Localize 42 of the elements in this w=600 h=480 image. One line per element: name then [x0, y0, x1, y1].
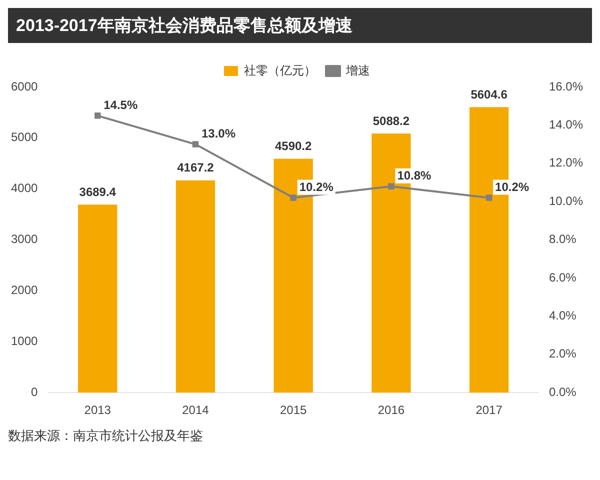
y-tick-label: 3000 [10, 232, 38, 246]
data-label: 10.8% [397, 168, 432, 183]
data-label: 14.5% [104, 98, 138, 112]
y2-tick-label: 12.0% [548, 156, 584, 170]
y2-tick-label: 16.0% [548, 79, 584, 94]
y2-tick-label: 14.0% [548, 118, 584, 132]
source-note: 数据来源：南京市统计公报及年鉴 [8, 427, 204, 445]
x-tick-label: 2014 [182, 403, 210, 418]
data-label: 13.0% [201, 126, 236, 141]
y-tick-label: 6000 [10, 79, 38, 94]
y-tick-label: 4000 [10, 181, 38, 196]
data-label: 5604.6 [470, 87, 508, 102]
legend-label: 增速 [345, 63, 370, 78]
point [192, 141, 199, 148]
y-tick-label: 0 [31, 384, 38, 399]
y-tick-label: 2000 [10, 283, 38, 298]
data-label: 10.2% [299, 180, 334, 194]
x-tick-label: 2017 [476, 403, 503, 418]
y2-tick-label: 4.0% [548, 308, 577, 323]
point [486, 194, 492, 201]
x-tick-label: 2015 [280, 403, 308, 418]
bar [176, 180, 216, 393]
y2-tick-label: 8.0% [548, 232, 577, 246]
x-tick-label: 2016 [378, 403, 405, 418]
y2-tick-label: 2.0% [548, 346, 577, 361]
point [94, 112, 101, 119]
y2-tick-label: 6.0% [548, 270, 577, 284]
data-label: 5088.2 [372, 114, 410, 128]
point [290, 194, 296, 201]
y-tick-label: 1000 [10, 334, 38, 348]
y-tick-label: 5000 [10, 130, 38, 144]
point [388, 183, 394, 190]
chart-title: 2013-2017年南京社会消费品零售总额及增速 [8, 8, 592, 43]
data-label: 3689.4 [79, 185, 116, 199]
y2-tick-label: 0.0% [548, 384, 577, 399]
data-label: 4167.2 [177, 160, 214, 175]
data-label: 10.2% [495, 180, 530, 194]
bar [78, 204, 118, 393]
data-label: 4590.2 [274, 139, 312, 154]
legend-label: 社零（亿元） [244, 63, 316, 78]
x-tick-label: 2013 [84, 403, 112, 418]
y2-tick-label: 10.0% [548, 194, 584, 208]
